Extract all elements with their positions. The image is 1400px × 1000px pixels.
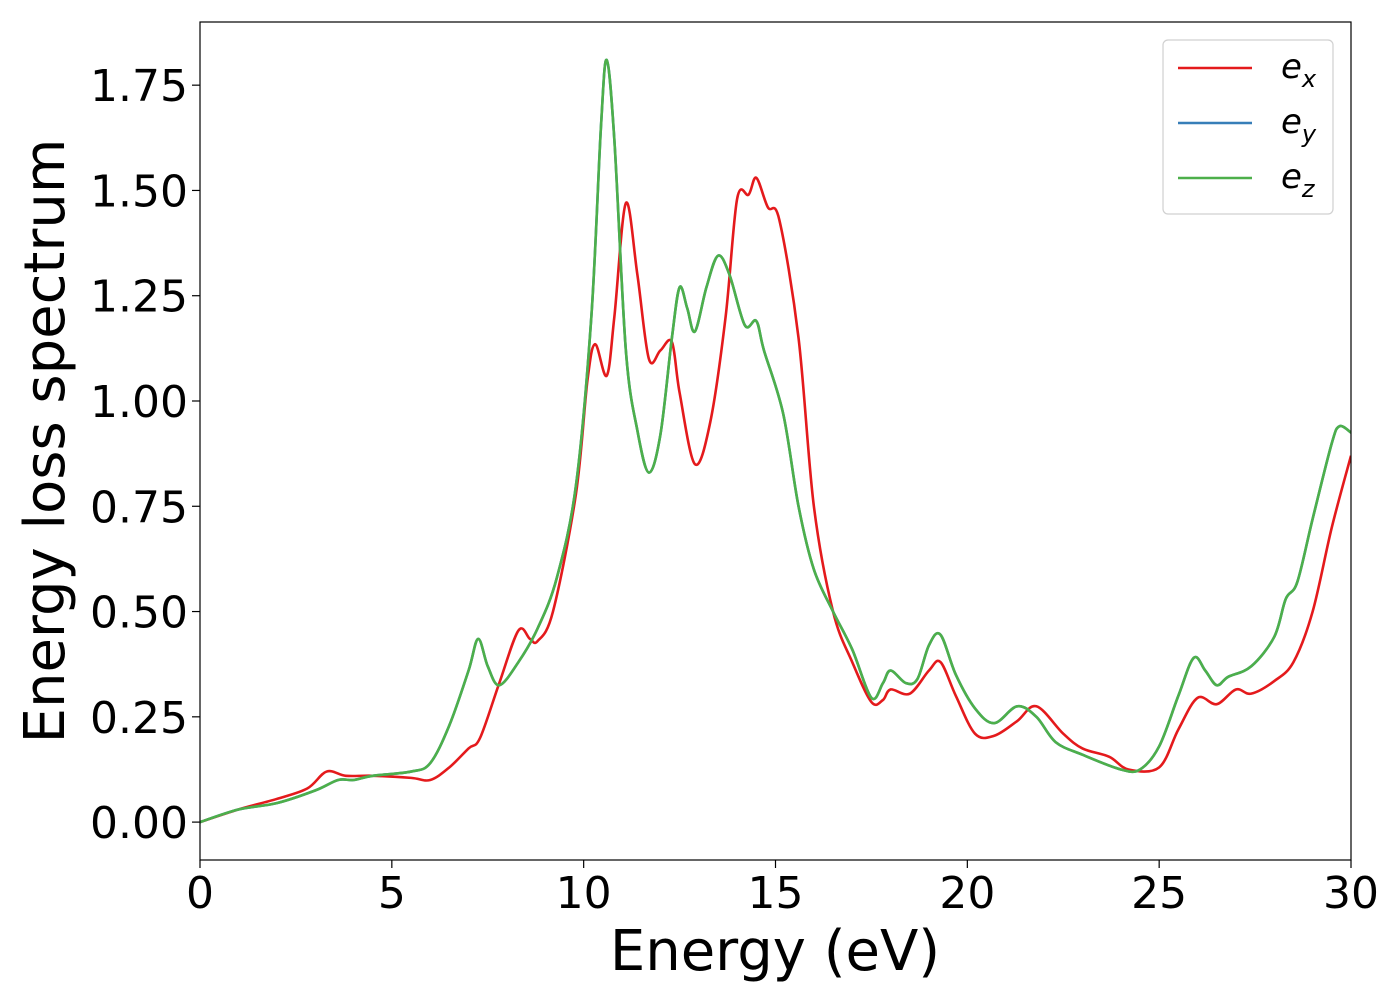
x-tick-label: 10 — [556, 868, 612, 919]
y-axis: 0.00 0.25 0.50 0.75 1.00 1.25 1.50 1.75 — [90, 61, 200, 849]
y-tick-label: 1.00 — [90, 377, 188, 428]
y-tick-label: 1.25 — [90, 272, 188, 323]
y-tick-label: 0.75 — [90, 482, 188, 533]
legend-label-ez: ez — [1281, 157, 1316, 203]
series-layer — [200, 58, 1351, 824]
x-tick-label: 0 — [186, 868, 214, 919]
x-axis: 0 5 10 15 20 25 30 — [186, 860, 1379, 919]
y-tick-label: 0.50 — [90, 588, 188, 639]
x-tick-label: 5 — [378, 868, 406, 919]
y-tick-label: 0.25 — [90, 693, 188, 744]
series-line-ez — [200, 58, 1351, 824]
y-tick-label: 0.00 — [90, 798, 188, 849]
legend-label-ey: ey — [1281, 102, 1317, 148]
legend-box — [1162, 39, 1334, 215]
x-tick-label: 20 — [939, 868, 995, 919]
x-tick-label: 25 — [1131, 868, 1187, 919]
y-tick-label: 1.50 — [90, 166, 188, 217]
y-tick-label: 1.75 — [90, 61, 188, 112]
x-axis-label: Energy (eV) — [610, 919, 940, 984]
series-line-ex — [200, 176, 1351, 824]
legend: ex ey ez — [1162, 39, 1334, 215]
y-axis-label: Energy loss spectrum — [13, 139, 78, 744]
x-tick-label: 30 — [1323, 868, 1379, 919]
x-tick-label: 15 — [748, 868, 804, 919]
legend-label-ex: ex — [1281, 47, 1317, 93]
plot-area — [200, 22, 1351, 860]
